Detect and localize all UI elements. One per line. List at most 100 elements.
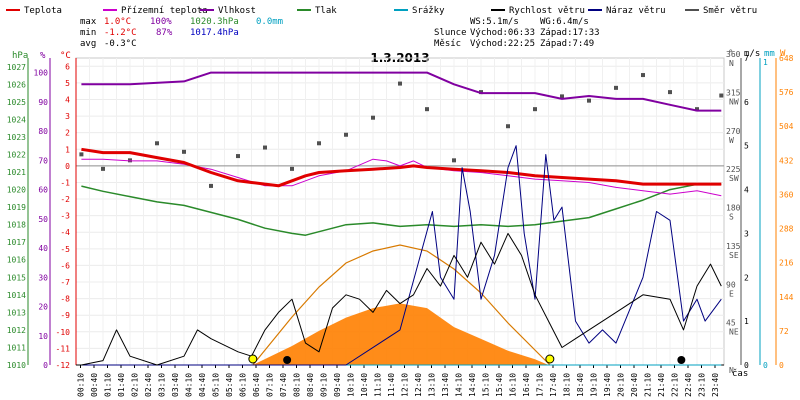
tick-hpa: 1024 (7, 115, 26, 124)
sunset-marker (545, 354, 555, 364)
point-wind-direction (236, 154, 240, 159)
tick-dir: 225 (726, 165, 741, 174)
tick-degc: -3 (60, 212, 70, 221)
tick-x: 11:40 (387, 373, 396, 397)
series-wind-speed (81, 232, 722, 366)
tick-x: 06:40 (252, 373, 261, 397)
stats-max-temp: 1.0°C (104, 17, 131, 27)
tick-degc: -11 (56, 344, 71, 353)
tick-x: 05:10 (212, 373, 221, 397)
point-wind-direction (533, 107, 537, 112)
tick-hpa: 1011 (7, 343, 26, 352)
tick-x: 00:40 (90, 373, 99, 397)
series-sun-elevation (252, 244, 551, 366)
tick-hpa: 1019 (7, 203, 26, 212)
tick-w: 144 (779, 293, 794, 302)
tick-w: 0 (779, 361, 784, 370)
wind-ws: WS:5.1m/s (470, 17, 519, 27)
stats-avg-label: avg (80, 39, 96, 49)
tick-pct: 90 (38, 98, 48, 107)
tick-x: 23:10 (698, 373, 707, 397)
axis-title-pct: % (40, 51, 46, 61)
point-wind-direction (452, 158, 456, 163)
tick-dir: 45 (726, 319, 736, 328)
legend-label: Srážky (412, 6, 445, 16)
point-wind-direction (587, 98, 591, 103)
tick-dir: 315 (726, 88, 741, 97)
tick-w: 360 (779, 190, 794, 199)
tick-hpa: 1015 (7, 273, 26, 282)
point-wind-direction (614, 85, 618, 90)
tick-hpa: 1018 (7, 221, 26, 230)
tick-dir-label: SE (729, 251, 739, 260)
tick-dir-label: E (729, 289, 734, 298)
stats-max-hum: 100% (150, 17, 172, 27)
tick-x: 18:40 (576, 373, 585, 397)
tick-ms: 2 (744, 273, 749, 282)
wind-wg: WG:6.4m/s (540, 17, 589, 27)
sun-label: Slunce (434, 28, 467, 38)
moon-label: Měsíc (434, 39, 461, 49)
tick-hpa: 1026 (7, 80, 26, 89)
tick-x: 14:40 (468, 373, 477, 397)
tick-dir: 270 (726, 127, 741, 136)
sun-set: Západ:17:33 (540, 28, 600, 38)
tick-hpa: 1017 (7, 238, 26, 247)
tick-x: 10:10 (347, 373, 356, 397)
tick-hpa: 1013 (7, 308, 26, 317)
tick-x: 13:40 (441, 373, 450, 397)
tick-degc: -1 (60, 178, 70, 187)
tick-ms: 5 (744, 142, 749, 151)
moon-rise: Východ:22:25 (470, 39, 535, 49)
tick-x: 17:10 (536, 373, 545, 397)
tick-degc: -7 (60, 278, 70, 287)
stats-min-temp: -1.2°C (104, 28, 137, 38)
tick-w: 504 (779, 122, 794, 131)
tick-degc: -12 (56, 361, 71, 370)
point-wind-direction (371, 115, 375, 120)
point-wind-direction (79, 152, 84, 157)
tick-x: 08:10 (293, 373, 302, 397)
tick-hpa: 1025 (7, 98, 26, 107)
tick-ms: 6 (744, 98, 749, 107)
tick-x: 16:40 (522, 373, 531, 397)
tick-x: 19:10 (590, 373, 599, 397)
tick-hpa: 1010 (7, 361, 26, 370)
tick-dir-label: SW (729, 174, 739, 183)
tick-degc: -9 (60, 311, 70, 320)
tick-degc: 0 (65, 162, 70, 171)
tick-x: 07:40 (279, 373, 288, 397)
tick-mm: 1 (763, 58, 768, 67)
tick-x: 15:40 (495, 373, 504, 397)
tick-degc: -6 (60, 261, 70, 270)
tick-w: 216 (779, 259, 794, 268)
tick-ms: 7 (744, 54, 749, 63)
stats-avg-temp: -0.3°C (104, 39, 137, 49)
tick-dir-label: W (729, 136, 734, 145)
tick-pct: 0 (43, 361, 48, 370)
tick-x: 00:10 (77, 373, 86, 397)
tick-x: 19:40 (603, 373, 612, 397)
tick-degc: -10 (56, 328, 71, 337)
tick-w: 288 (779, 225, 794, 234)
tick-ms: 1 (744, 317, 749, 326)
stats-min-label: min (80, 28, 96, 38)
tick-hpa: 1027 (7, 63, 26, 72)
tick-x: 09:10 (320, 373, 329, 397)
series-solar-radiation (252, 303, 549, 365)
tick-w: 648 (779, 54, 794, 63)
legend-label: Teplota (24, 6, 62, 16)
legend-label: Rychlost větru (509, 6, 585, 16)
tick-x: 16:10 (509, 373, 518, 397)
tick-x: 15:10 (482, 373, 491, 397)
tick-pct: 100 (34, 69, 49, 78)
tick-x: 02:10 (131, 373, 140, 397)
stats-max-label: max (80, 17, 97, 27)
right-axes: 360N315NW270W225SW180S135SE90E45NEN76543… (726, 50, 794, 375)
tick-degc: -5 (60, 245, 70, 254)
legend-label: Přízemní teplota (121, 6, 208, 16)
legend-label: Náraz větru (606, 6, 666, 16)
tick-x: 18:10 (563, 373, 572, 397)
moon-set: Západ:7:49 (540, 39, 594, 49)
tick-x: 17:40 (549, 373, 558, 397)
